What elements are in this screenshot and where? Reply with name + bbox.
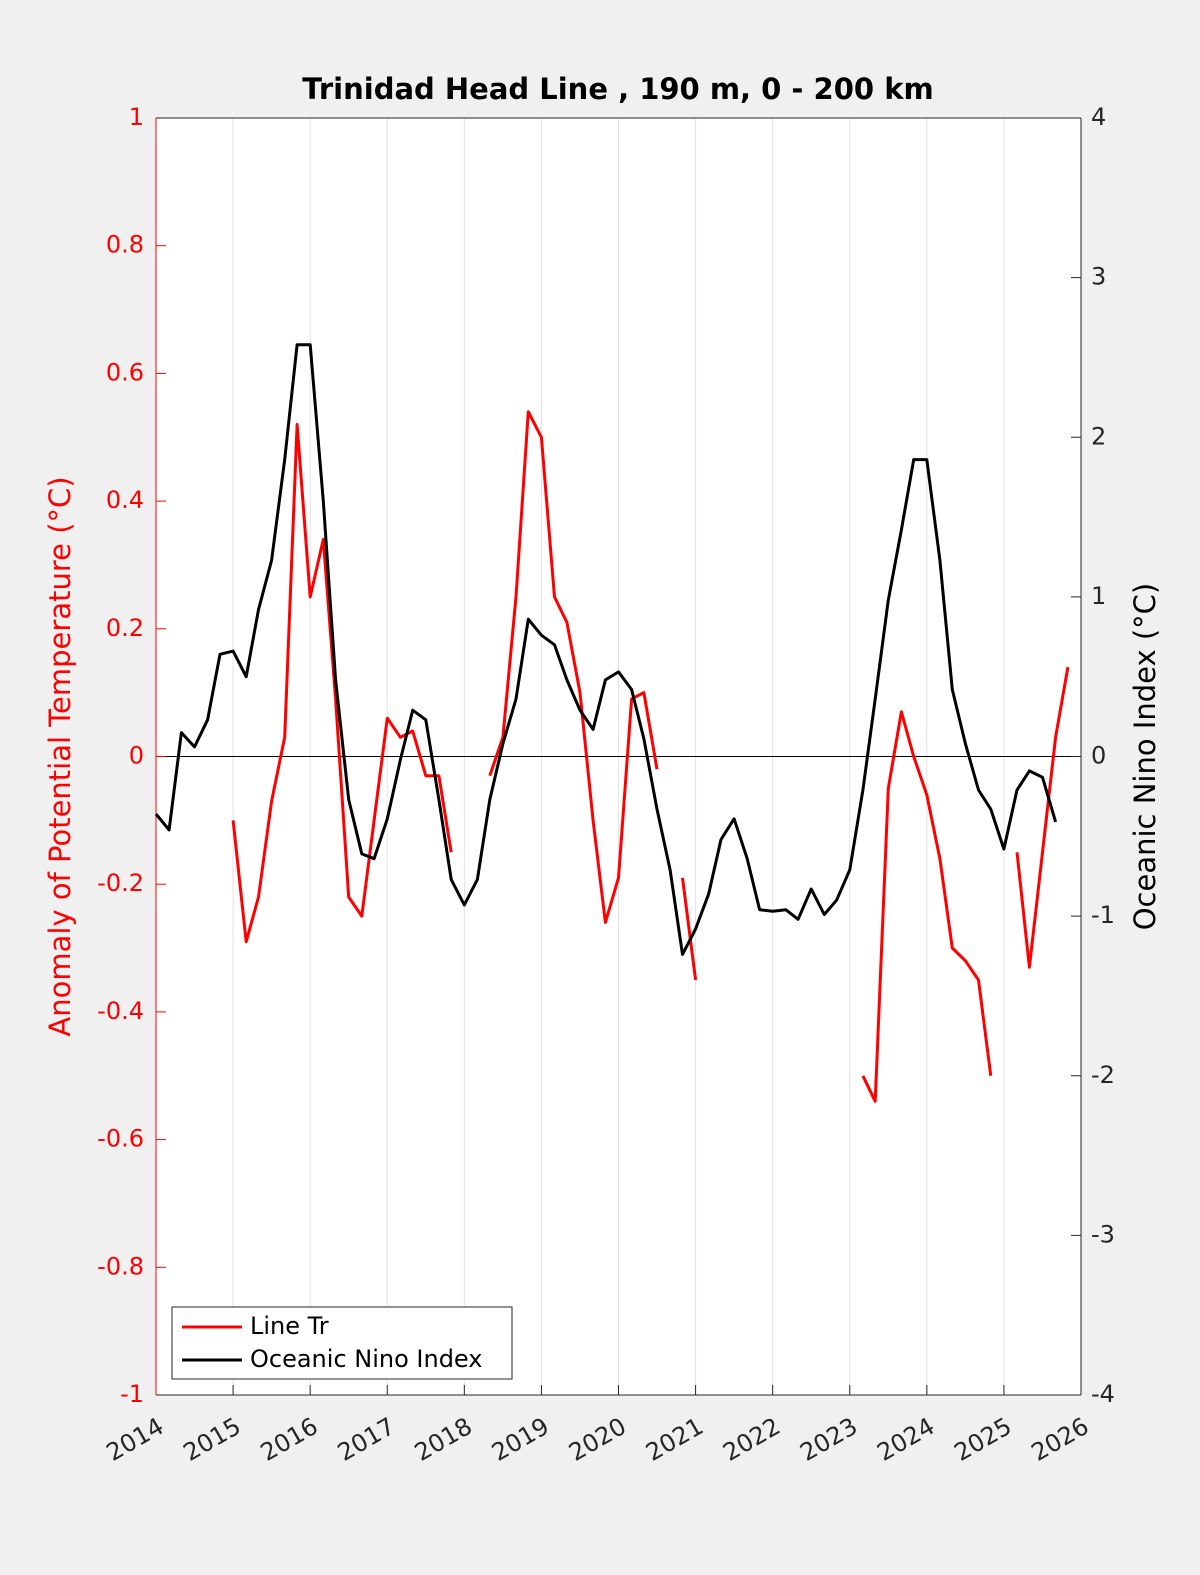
x-tick-label: 2026 (1027, 1412, 1094, 1467)
series-line (154, 343, 1058, 956)
x-tick-label: 2023 (795, 1412, 862, 1467)
y2-axis-label: Oceanic Nino Index (°C) (1128, 583, 1162, 931)
y2-tick-label: 3 (1091, 263, 1106, 291)
y2-tick-label: -3 (1091, 1220, 1115, 1248)
x-tick-label: 2024 (872, 1412, 939, 1467)
y2-tick-label: -2 (1091, 1061, 1115, 1089)
y2-tick-label: 4 (1091, 103, 1106, 131)
y-tick-label: 1 (129, 103, 144, 131)
y-tick-label: -0.4 (97, 997, 144, 1025)
legend-label: Oceanic Nino Index (250, 1345, 482, 1373)
x-tick-label: 2016 (256, 1412, 323, 1467)
x-tick-label: 2017 (333, 1412, 400, 1467)
y-tick-label: -0.6 (97, 1125, 144, 1153)
legend-label: Line Tr (250, 1312, 329, 1340)
x-tick-label: 2015 (179, 1412, 246, 1467)
y2-tick-label: -4 (1091, 1380, 1115, 1408)
y-tick-label: -0.8 (97, 1252, 144, 1280)
x-tick-label: 2022 (718, 1412, 785, 1467)
y-tick-label: -0.2 (97, 869, 144, 897)
y-axis-label: Anomaly of Potential Temperature (°C) (43, 476, 77, 1036)
x-tick-label: 2018 (410, 1412, 477, 1467)
x-tick-label: 2025 (950, 1412, 1017, 1467)
x-tick-label: 2021 (641, 1412, 708, 1467)
x-tick-label: 2014 (102, 1412, 169, 1467)
chart-title: Trinidad Head Line , 190 m, 0 - 200 km (302, 72, 933, 106)
y2-tick-label: -1 (1091, 901, 1115, 929)
x-tick-label: 2019 (487, 1412, 554, 1467)
y-tick-label: 0.2 (106, 614, 144, 642)
y2-tick-label: 0 (1091, 742, 1106, 770)
y-tick-label: -1 (120, 1380, 144, 1408)
y2-tick-label: 1 (1091, 582, 1106, 610)
legend-box (171, 1306, 513, 1380)
y-tick-label: 0 (129, 742, 144, 770)
x-tick-label: 2020 (564, 1412, 631, 1467)
series-line (231, 410, 1070, 1103)
y2-tick-label: 2 (1091, 422, 1106, 450)
y-tick-label: 0.4 (106, 486, 144, 514)
y-tick-label: 0.8 (106, 231, 144, 259)
y-tick-label: 0.6 (106, 358, 144, 386)
